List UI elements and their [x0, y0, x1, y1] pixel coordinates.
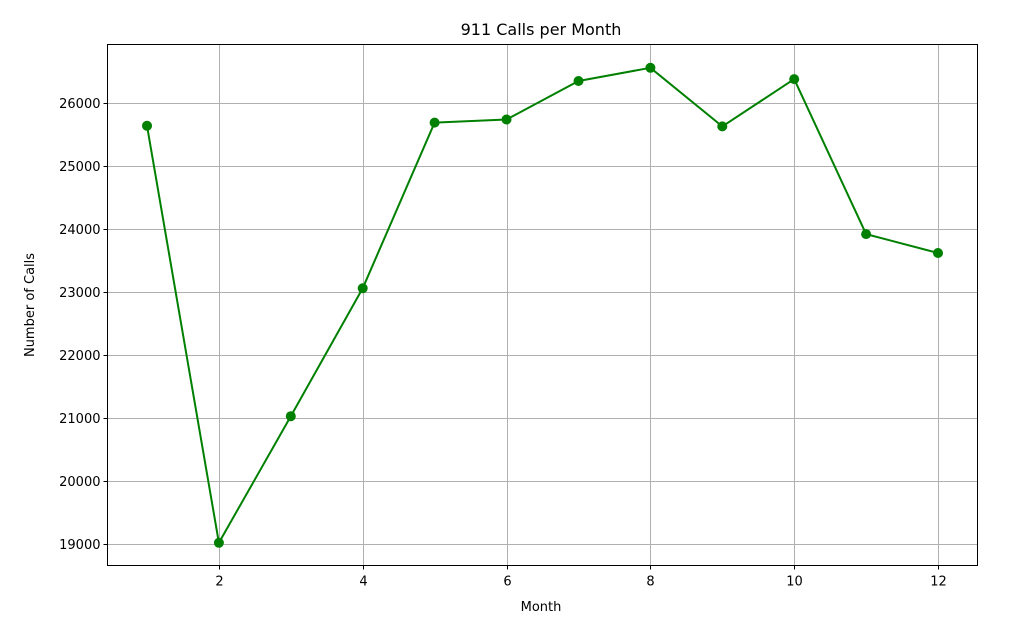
data-point: [357, 283, 368, 294]
y-tick-label: 25000: [59, 160, 100, 175]
data-point: [861, 229, 872, 240]
tick-layer: 2 4 6 8 10 12 19000 20000 21000 22000 23000 24000 25…: [59, 97, 947, 590]
y-tick-label: 22000: [59, 349, 100, 364]
data-point: [285, 411, 296, 422]
y-tick-label: 23000: [59, 286, 100, 301]
data-point: [933, 248, 943, 258]
data-point: [717, 121, 728, 132]
y-tick-label: 24000: [59, 223, 100, 238]
x-axis-label: Month: [521, 600, 562, 615]
data-point: [789, 74, 800, 85]
x-tick-label: 4: [359, 575, 367, 590]
x-tick-label: 2: [215, 575, 223, 590]
x-tick-label: 6: [503, 575, 511, 590]
y-tick-label: 19000: [59, 538, 100, 553]
data-point: [142, 120, 152, 131]
y-tick-label: 21000: [59, 412, 100, 427]
series-line: [146, 66, 939, 544]
data-point: [645, 62, 656, 73]
grid-layer: [107, 44, 978, 566]
y-tick-label: 26000: [59, 97, 100, 112]
x-tick-label: 10: [786, 575, 803, 590]
plot-frame: [107, 44, 978, 566]
chart-title: 911 Calls per Month: [461, 20, 622, 39]
data-point: [429, 117, 440, 128]
data-point: [573, 76, 584, 86]
x-tick-label: 12: [930, 575, 947, 590]
y-axis-label: Number of Calls: [23, 253, 38, 357]
data-point: [501, 114, 512, 125]
x-tick-label: 8: [646, 575, 654, 590]
data-point: [213, 537, 224, 548]
series-layer: [142, 62, 943, 548]
y-tick-label: 20000: [59, 475, 100, 490]
